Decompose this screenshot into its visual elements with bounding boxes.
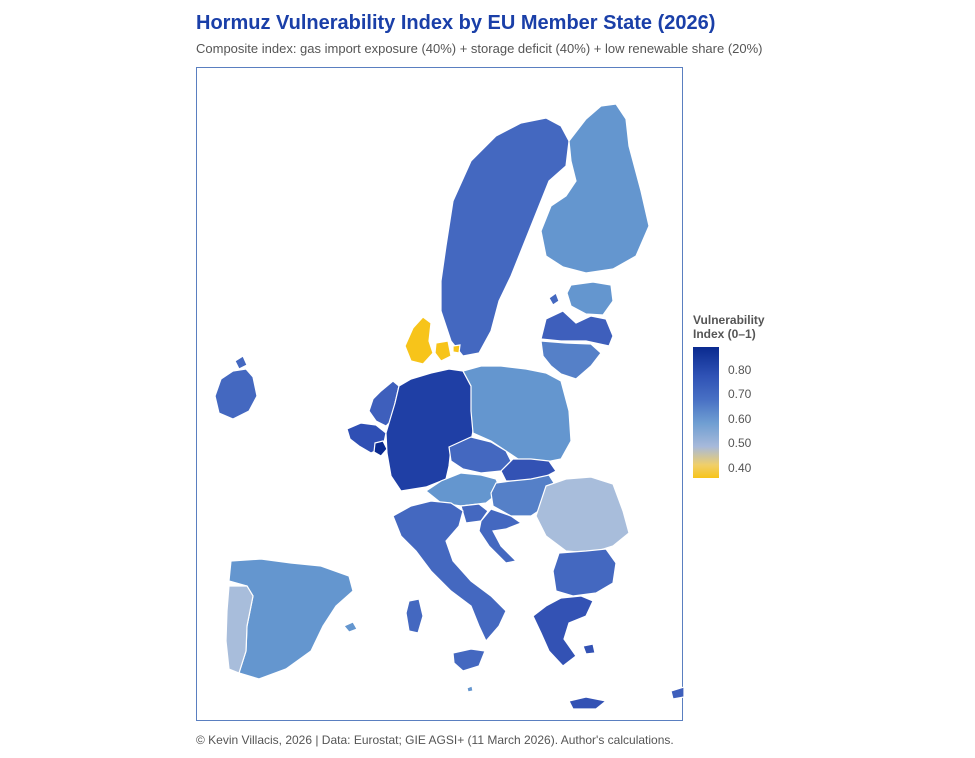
country-croatia[interactable] xyxy=(478,508,523,564)
country-germany[interactable] xyxy=(385,368,477,492)
country-malta[interactable] xyxy=(466,685,474,693)
country-lithuania[interactable] xyxy=(540,340,602,380)
country-latvia[interactable] xyxy=(540,310,614,347)
country-denmark[interactable] xyxy=(404,316,461,365)
legend-label-070: 0.70 xyxy=(728,387,752,401)
legend-tick-mark xyxy=(720,443,725,444)
map-panel xyxy=(196,67,684,721)
map-title: Hormuz Vulnerability Index by EU Member … xyxy=(196,12,716,34)
legend-title-line2: Index (0–1) xyxy=(693,327,756,341)
country-estonia[interactable] xyxy=(566,281,614,316)
source-credit: © Kevin Villacis, 2026 | Data: Eurostat;… xyxy=(196,733,674,747)
country-romania[interactable] xyxy=(535,476,630,554)
legend-label-050: 0.50 xyxy=(728,436,752,450)
legend-label-080: 0.80 xyxy=(728,363,752,377)
map-subtitle: Composite index: gas import exposure (40… xyxy=(196,41,763,56)
legend-tick-mark xyxy=(720,467,725,468)
legend-tick-mark xyxy=(720,369,725,370)
country-italy[interactable] xyxy=(392,500,507,643)
country-bulgaria[interactable] xyxy=(552,548,617,597)
country-finland[interactable] xyxy=(540,103,650,274)
island-gotland xyxy=(548,292,560,306)
legend-label-040: 0.40 xyxy=(728,461,752,475)
legend-color-bar xyxy=(693,347,719,478)
country-portugal[interactable] xyxy=(225,585,254,674)
country-sweden[interactable] xyxy=(440,117,570,357)
country-greece[interactable] xyxy=(532,595,608,710)
country-cyprus[interactable] xyxy=(670,686,684,700)
country-poland[interactable] xyxy=(462,365,572,464)
country-luxembourg[interactable] xyxy=(373,440,388,457)
eu-map xyxy=(214,103,684,710)
legend-tick-mark xyxy=(720,418,725,419)
legend-title-line1: Vulnerability xyxy=(693,313,765,327)
legend: Vulnerability Index (0–1) 0.80 0.70 0.60… xyxy=(693,313,803,483)
island-sicily xyxy=(452,648,486,672)
legend-label-060: 0.60 xyxy=(728,412,752,426)
country-ireland[interactable] xyxy=(214,355,258,420)
island-sardinia xyxy=(405,598,424,634)
legend-tick-mark xyxy=(720,394,725,395)
